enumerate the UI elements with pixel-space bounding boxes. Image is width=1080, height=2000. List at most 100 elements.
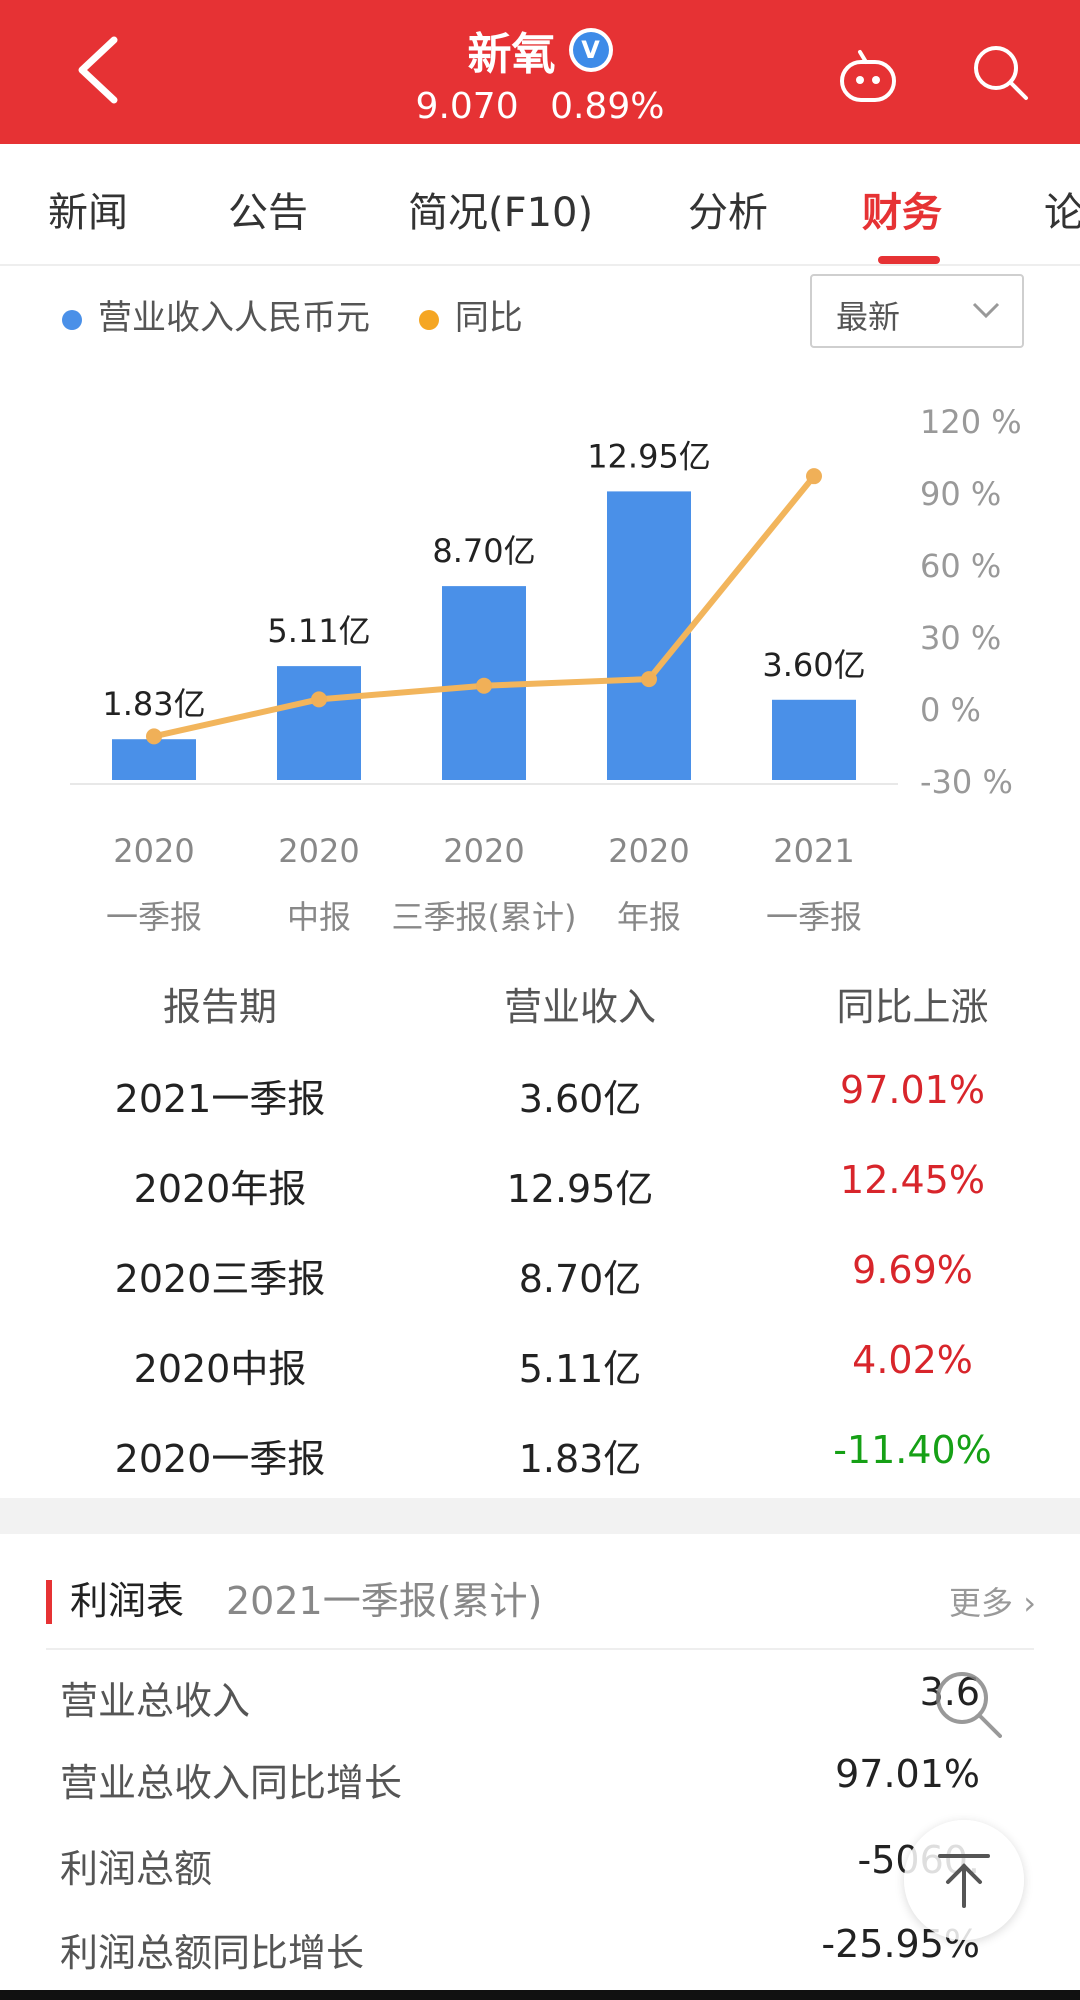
cell-period: 2020三季报 xyxy=(114,1257,326,1301)
y-right-tick-label: -30 % xyxy=(920,763,1013,801)
table-row[interactable]: 2020三季报 8.70亿 9.69% xyxy=(0,1248,1080,1308)
more-link[interactable]: 更多 › xyxy=(949,1578,1036,1624)
arrow-up-icon xyxy=(938,1854,990,1908)
yoy-point xyxy=(146,728,162,745)
tab-analysis[interactable]: 分析 xyxy=(688,190,768,236)
cell-period: 2020年报 xyxy=(133,1167,307,1211)
x-axis-label-line: 中报 xyxy=(286,898,351,936)
x-axis-label-line: 2020 xyxy=(443,832,525,870)
x-axis-label-line: 2020 xyxy=(113,832,195,870)
table-row[interactable]: 2020年报 12.95亿 12.45% xyxy=(0,1158,1080,1218)
tab-bar: 新闻 公告 简况(F10) 分析 财务 论 xyxy=(0,144,1080,266)
active-tab-indicator xyxy=(878,256,940,264)
x-axis-label-line: 2020 xyxy=(278,832,360,870)
profit-row-label: 营业总收入 xyxy=(60,1679,251,1723)
bar-value-label: 8.70亿 xyxy=(432,532,535,570)
more-label: 更多 xyxy=(949,1584,1014,1622)
cell-revenue: 3.60亿 xyxy=(518,1077,642,1121)
revenue-bar xyxy=(607,491,691,780)
tab-forum[interactable]: 论 xyxy=(1044,190,1080,236)
profit-row[interactable]: 营业总收入 3.6 xyxy=(60,1670,980,1730)
verified-icon: V xyxy=(568,28,613,72)
legend-item-revenue: 营业收入人民币元 xyxy=(62,290,370,339)
y-right-tick-label: 90 % xyxy=(920,475,1001,513)
profit-row[interactable]: 利润总额同比增长 -25.95% xyxy=(60,1922,980,1982)
cell-yoy: 97.01% xyxy=(840,1068,985,1112)
bar-value-label: 12.95亿 xyxy=(587,437,711,475)
zoom-icon[interactable] xyxy=(928,1664,1008,1744)
header-revenue: 营业收入 xyxy=(503,985,656,1029)
cell-yoy: 9.69% xyxy=(852,1248,973,1292)
cell-revenue: 5.11亿 xyxy=(518,1347,642,1391)
period-dropdown[interactable]: 最新 xyxy=(810,274,1024,348)
cell-yoy: 4.02% xyxy=(852,1338,973,1382)
stock-title: 新氧 V xyxy=(0,18,1080,82)
table-row[interactable]: 2020一季报 1.83亿 -11.40% xyxy=(0,1428,1080,1488)
profit-divider xyxy=(46,1648,1034,1650)
stock-price: 9.070 xyxy=(415,86,519,127)
stock-header: 新氧 V 9.070 0.89% xyxy=(0,0,1080,144)
x-axis-label: 2020 三季报(累计) xyxy=(374,818,594,950)
x-axis-label-line: 2020 xyxy=(608,832,690,870)
cell-yoy: 12.45% xyxy=(840,1158,985,1202)
profit-period: 2021一季报(累计) xyxy=(226,1579,543,1623)
x-axis-label-line: 一季报 xyxy=(105,898,202,936)
cell-period: 2021一季报 xyxy=(114,1077,326,1121)
stock-change-pct: 0.89% xyxy=(550,86,665,127)
y-right-tick-label: 60 % xyxy=(920,547,1001,585)
back-arrow-icon[interactable] xyxy=(70,30,130,110)
revenue-bar xyxy=(112,739,196,780)
y-right-tick-label: 120 % xyxy=(920,403,1022,441)
profit-title: 利润表 xyxy=(70,1579,185,1623)
tab-finance[interactable]: 财务 xyxy=(862,190,942,236)
cell-revenue: 12.95亿 xyxy=(506,1167,654,1211)
cell-period: 2020中报 xyxy=(133,1347,307,1391)
scroll-to-top-button[interactable] xyxy=(904,1820,1024,1940)
profit-section-header: 利润表 2021一季报(累计) 更多 › xyxy=(46,1570,1036,1630)
search-icon[interactable] xyxy=(968,40,1032,104)
profit-row-label: 利润总额同比增长 xyxy=(60,1931,365,1975)
legend-yoy-label: 同比 xyxy=(454,298,523,338)
tab-news[interactable]: 新闻 xyxy=(48,190,128,236)
section-divider xyxy=(0,1498,1080,1534)
header-yoy: 同比上涨 xyxy=(836,985,989,1029)
cell-yoy: -11.40% xyxy=(833,1428,992,1472)
robot-assistant-icon[interactable] xyxy=(836,42,900,106)
bar-value-label: 1.83亿 xyxy=(102,685,205,723)
revenue-table-header: 报告期 营业收入 同比上涨 xyxy=(0,976,1080,1036)
tab-overview-f10[interactable]: 简况(F10) xyxy=(408,190,594,236)
header-period: 报告期 xyxy=(162,985,277,1029)
table-row[interactable]: 2020中报 5.11亿 4.02% xyxy=(0,1338,1080,1398)
legend-revenue-label: 营业收入人民币元 xyxy=(98,298,370,338)
tab-announcements[interactable]: 公告 xyxy=(228,190,308,236)
profit-row-label: 利润总额 xyxy=(60,1847,213,1891)
x-axis-label-line: 一季报 xyxy=(765,898,862,936)
yoy-point xyxy=(641,671,657,688)
yoy-point xyxy=(476,677,492,694)
y-right-tick-label: 0 % xyxy=(920,691,981,729)
x-axis-label-line: 年报 xyxy=(616,898,681,936)
y-right-tick-label: 30 % xyxy=(920,619,1001,657)
dropdown-value: 最新 xyxy=(836,298,901,336)
x-axis-label: 2020 中报 xyxy=(209,818,429,950)
table-row[interactable]: 2021一季报 3.60亿 97.01% xyxy=(0,1068,1080,1128)
chevron-right-icon: › xyxy=(1023,1584,1036,1622)
chevron-down-icon xyxy=(972,302,1000,319)
x-axis-label: 2020 年报 xyxy=(539,818,759,950)
stock-name: 新氧 xyxy=(467,29,556,80)
legend-dot-orange xyxy=(418,309,439,330)
revenue-bar xyxy=(277,666,361,780)
profit-row[interactable]: 利润总额-5060. xyxy=(60,1838,980,1898)
bar-value-label: 5.11亿 xyxy=(267,612,370,650)
bar-value-label: 3.60亿 xyxy=(762,646,865,684)
verified-badge-text: V xyxy=(572,32,609,68)
system-nav-bar xyxy=(0,1990,1080,2000)
legend-dot-blue xyxy=(62,309,82,330)
chart-legend: 营业收入人民币元 同比 xyxy=(62,290,561,339)
section-accent-bar xyxy=(46,1580,52,1624)
price-line: 9.070 0.89% xyxy=(0,86,1080,127)
profit-row-value: 97.01% xyxy=(835,1752,980,1796)
x-axis-label: 2020 一季报 xyxy=(44,818,264,950)
cell-revenue: 1.83亿 xyxy=(518,1437,642,1481)
profit-row[interactable]: 营业总收入同比增长 97.01% xyxy=(60,1752,980,1812)
